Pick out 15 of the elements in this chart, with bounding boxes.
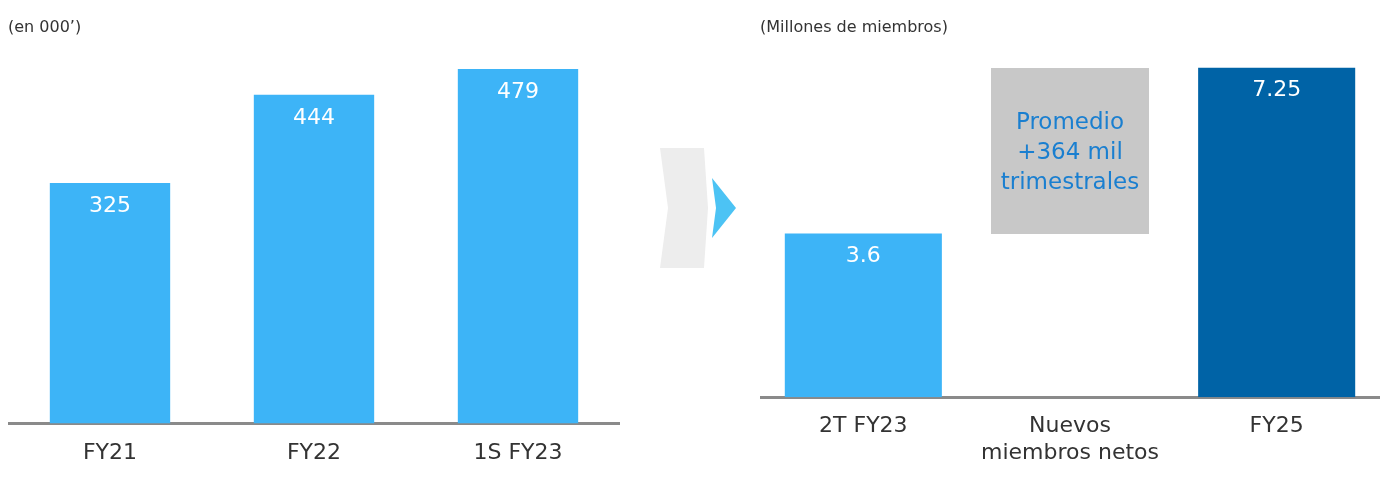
callout-box: Promedio +364 mil trimestrales: [991, 67, 1149, 234]
chart-subtitle: (Millones de miembros): [760, 16, 948, 36]
x-tick-label: FY25: [1249, 412, 1304, 438]
x-tick-label: FY21: [82, 438, 138, 464]
data-label: 3.6: [845, 242, 881, 268]
data-label: 7.25: [1252, 76, 1302, 102]
x-tick-label: 1S FY23: [473, 438, 563, 464]
x-tick-label: 2T FY23: [819, 412, 908, 438]
x-tick-label: FY22: [286, 438, 342, 464]
data-label: 479: [497, 77, 539, 103]
x-tick-label: Nuevos miembros netos: [981, 412, 1159, 464]
data-label: 325: [89, 191, 131, 217]
data-label: 444: [293, 103, 335, 129]
chart-subtitle: (en 000’): [8, 16, 82, 36]
annotation: Promedio +364 mil trimestrales: [1000, 106, 1140, 196]
